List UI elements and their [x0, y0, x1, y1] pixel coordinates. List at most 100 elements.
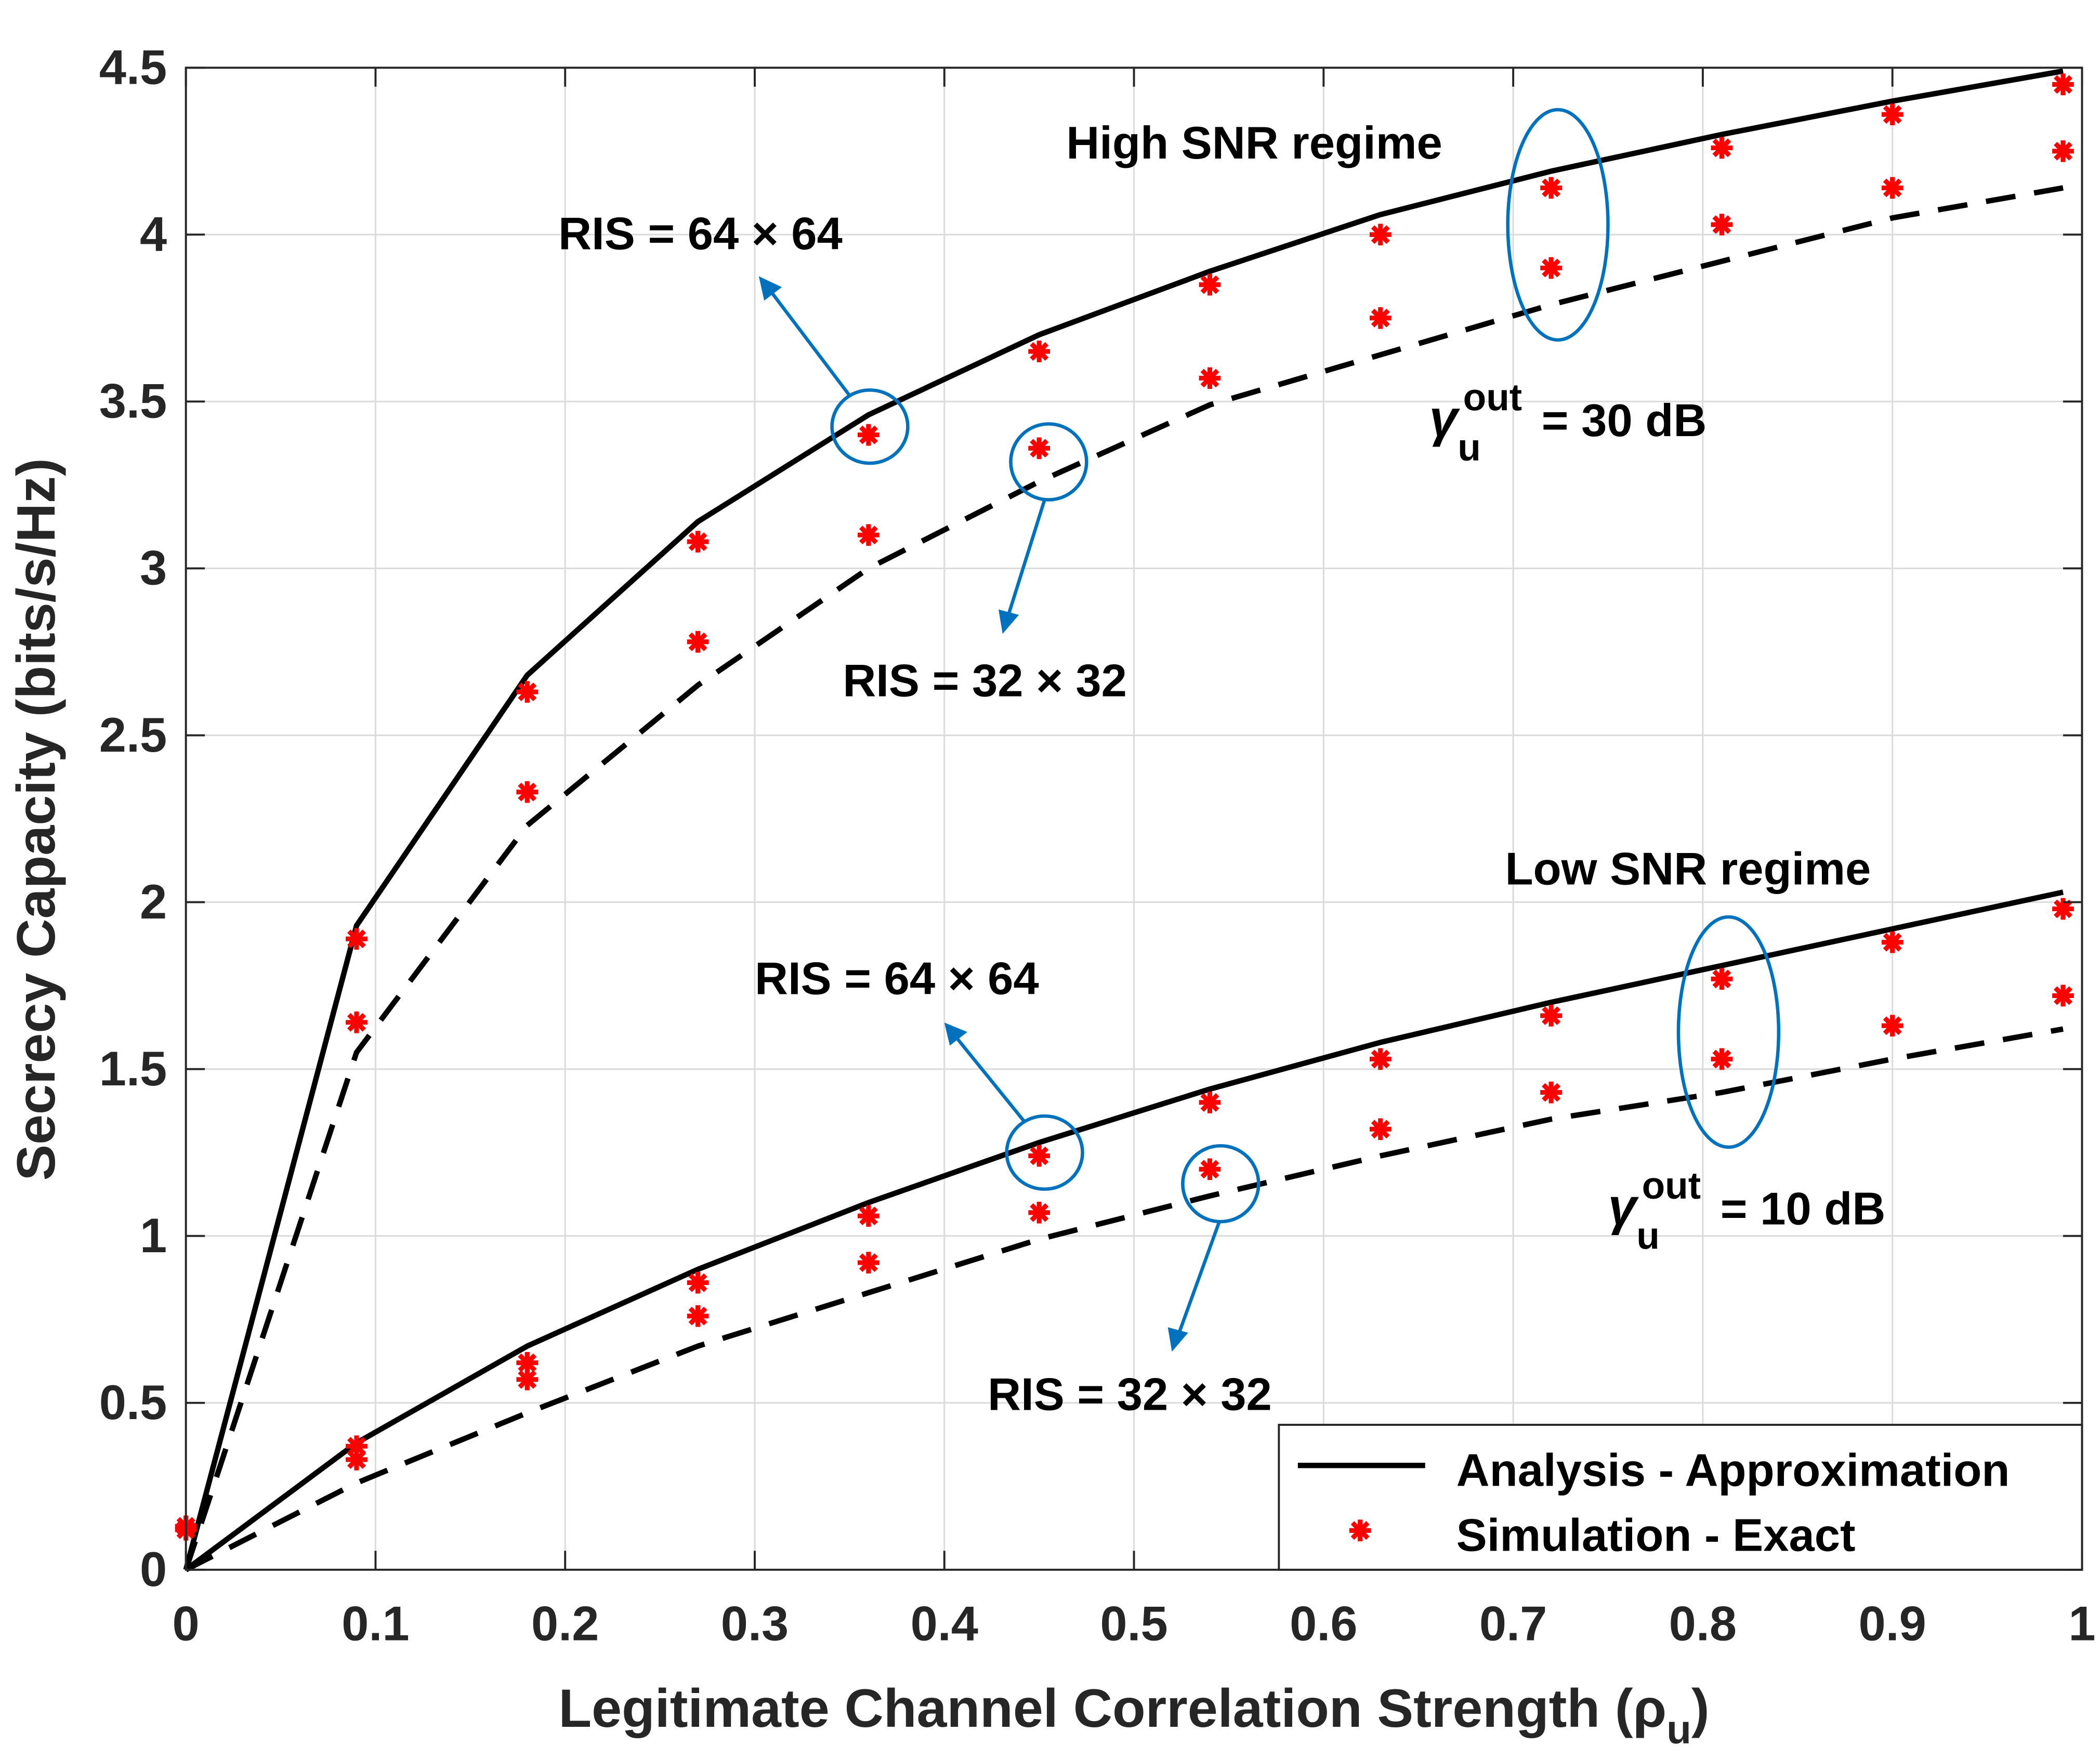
gamma-value: = 30 dB — [1542, 395, 1707, 446]
simulation-point — [687, 1305, 709, 1327]
x-tick-label: 0.3 — [721, 1596, 789, 1650]
low-ris32-label: RIS = 32 × 32 — [988, 1368, 1272, 1420]
marker-stroke — [1371, 308, 1390, 327]
simulation-point — [516, 681, 539, 703]
simulation-point — [687, 631, 709, 653]
marker-stroke — [1030, 342, 1049, 361]
y-tick-label: 0.5 — [99, 1375, 167, 1429]
marker-stroke — [859, 425, 878, 444]
simulation-point — [2052, 898, 2074, 920]
marker-stroke — [1030, 1146, 1049, 1165]
simulation-point — [1540, 1005, 1562, 1027]
gamma-sub: u — [1458, 427, 1481, 469]
simulation-point — [687, 531, 709, 553]
marker-stroke — [688, 632, 707, 651]
gamma-low-label: γ u out = 10 dB — [1608, 1165, 1885, 1257]
marker-stroke — [518, 1353, 537, 1372]
y-tick-label: 0 — [140, 1542, 167, 1596]
simulation-point — [1369, 1118, 1392, 1140]
arrow-high-ris64 — [768, 288, 851, 397]
arrowhead-icon — [998, 609, 1019, 634]
simulation-point — [1711, 214, 1733, 235]
x-tick-label: 0.8 — [1669, 1596, 1737, 1650]
high-solid-analysis-line — [183, 68, 2064, 1571]
simulation-point — [858, 1252, 880, 1274]
x-axis-label-close: ) — [1691, 1678, 1710, 1739]
arrowhead-icon — [758, 276, 782, 301]
simulation-point — [1711, 968, 1733, 990]
low-solid-analysis-line — [184, 889, 2064, 1572]
low-regime-label: Low SNR regime — [1505, 843, 1871, 894]
simulation-point — [2052, 140, 2074, 162]
marker-stroke — [347, 929, 366, 949]
marker-stroke — [1712, 1049, 1731, 1069]
marker-stroke — [859, 526, 878, 545]
simulation-point — [1199, 1092, 1221, 1113]
series-group — [175, 68, 2074, 1572]
legend-label-analysis: Analysis - Approximation — [1456, 1444, 2010, 1495]
simulation-point — [2052, 73, 2074, 96]
low-ris64-label: RIS = 64 × 64 — [755, 952, 1039, 1004]
simulation-point — [1540, 177, 1562, 199]
simulation-point — [1881, 103, 1904, 126]
arrowheads — [758, 276, 1188, 1352]
simulation-point — [346, 1449, 368, 1471]
simulation-point — [1369, 224, 1392, 246]
legend: Analysis - Approximation Simulation - Ex… — [1278, 1424, 2083, 1571]
high-regime-label: High SNR regime — [1066, 117, 1442, 168]
marker-stroke — [2053, 75, 2072, 94]
marker-stroke — [1200, 1160, 1219, 1179]
gamma-symbol: γ — [1608, 1177, 1639, 1235]
x-tick-label: 1 — [2068, 1596, 2095, 1650]
simulation-point — [1369, 307, 1392, 329]
low-dashed-analysis-line — [185, 1026, 2064, 1572]
x-tick-label: 0 — [173, 1596, 200, 1650]
legend-marker-icon — [1349, 1519, 1371, 1542]
marker-stroke — [1883, 933, 1902, 952]
gamma-high-label: γ u out = 30 dB — [1429, 376, 1707, 468]
marker-stroke — [859, 1206, 878, 1226]
marker-stroke — [1030, 1203, 1049, 1222]
low-ris64-circle — [1005, 1114, 1084, 1191]
simulation-point — [1711, 1048, 1733, 1070]
simulation-point — [1881, 931, 1904, 953]
high-regime-ellipse — [1506, 108, 1610, 342]
high-dashed-analysis-line — [183, 185, 2064, 1571]
marker-stroke — [1200, 369, 1219, 388]
marker-stroke — [688, 532, 707, 552]
marker-stroke — [1542, 258, 1561, 278]
y-tick-label: 4.5 — [99, 40, 167, 95]
high-ris32-label: RIS = 32 × 32 — [843, 654, 1127, 706]
marker-stroke — [347, 1013, 366, 1032]
marker-stroke — [1371, 1120, 1390, 1139]
simulation-point — [858, 1205, 880, 1227]
simulation-point — [858, 424, 880, 446]
simulation-point — [346, 928, 368, 950]
simulation-point — [516, 781, 539, 803]
marker-stroke — [1371, 1049, 1390, 1069]
x-tick-label: 0.7 — [1479, 1596, 1547, 1650]
simulation-point — [1540, 1081, 1562, 1104]
y-tick-label: 1.5 — [99, 1041, 167, 1096]
legend-box — [1278, 1424, 2083, 1571]
simulation-point — [1199, 1158, 1221, 1180]
marker-stroke — [1542, 178, 1561, 198]
arrowhead-icon — [1167, 1327, 1188, 1352]
y-tick-label: 3 — [140, 541, 167, 595]
marker-stroke — [1712, 138, 1731, 158]
marker-stroke — [1883, 178, 1902, 198]
legend-marker-swatch — [1349, 1519, 1371, 1542]
marker-stroke — [1200, 275, 1219, 294]
simulation-point — [858, 524, 880, 546]
simulation-point — [1028, 1145, 1050, 1167]
simulation-point — [1881, 1015, 1904, 1037]
simulation-point — [1881, 177, 1904, 199]
marker-stroke — [688, 1273, 707, 1292]
simulation-point — [1540, 257, 1562, 279]
simulation-point — [687, 1271, 709, 1294]
marker-stroke — [1371, 225, 1390, 244]
marker-stroke — [347, 1450, 366, 1469]
marker-stroke — [1350, 1521, 1370, 1540]
simulation-point — [1711, 137, 1733, 159]
gamma-symbol: γ — [1429, 389, 1461, 447]
